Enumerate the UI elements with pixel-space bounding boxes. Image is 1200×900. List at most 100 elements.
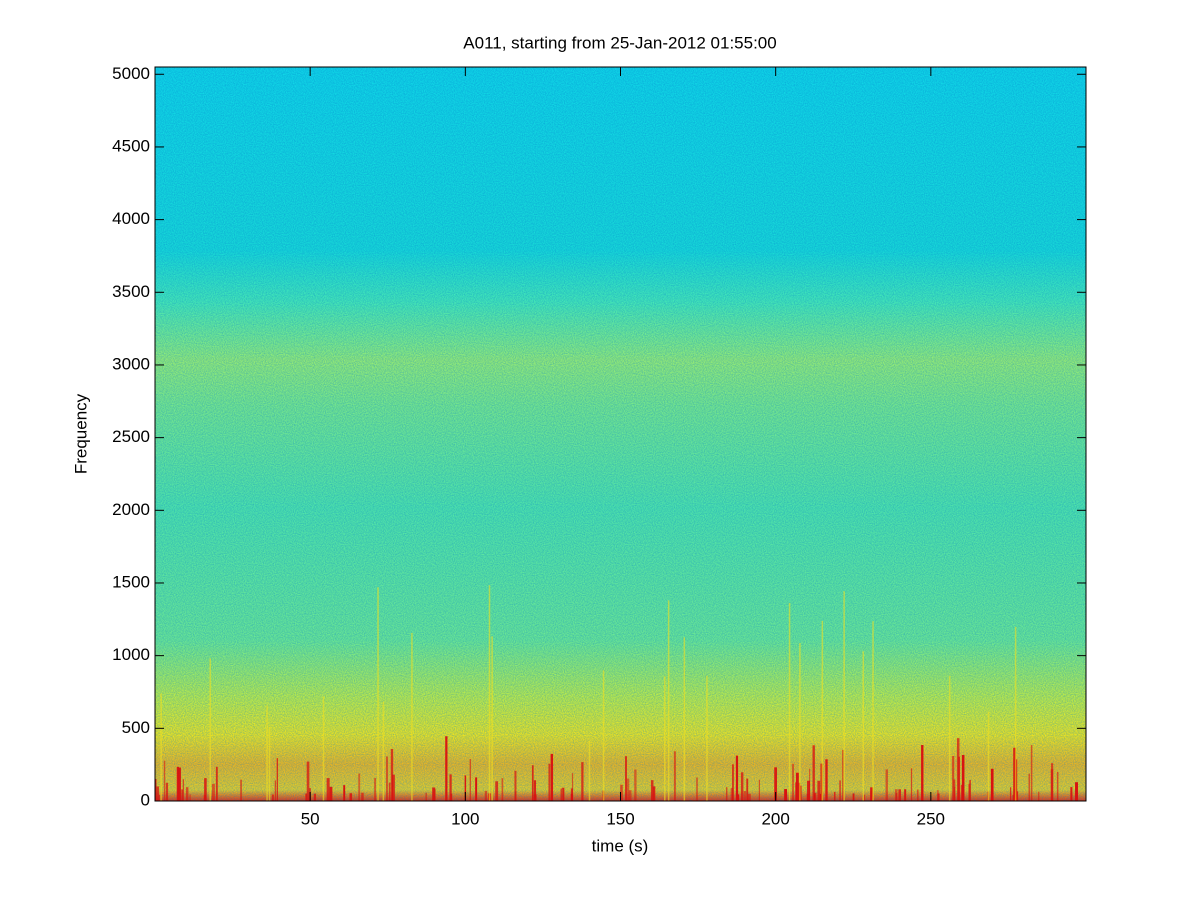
texture-burst [361, 792, 364, 801]
texture-burst [895, 792, 898, 801]
texture-burst [814, 792, 817, 801]
texture-burst [800, 785, 802, 801]
texture-burst [392, 774, 395, 801]
y-tick-label: 3000 [112, 354, 150, 373]
texture-streak [160, 693, 162, 801]
chart-title: A011, starting from 25-Jan-2012 01:55:00 [463, 33, 776, 52]
texture-streak [799, 643, 801, 801]
texture-burst [1012, 794, 1015, 801]
texture-burst [158, 794, 161, 801]
texture-burst [181, 789, 183, 801]
texture-streak [843, 591, 845, 801]
texture-burst [650, 780, 654, 801]
x-tick-label: 150 [606, 809, 634, 828]
texture-burst [560, 788, 562, 801]
texture-burst [386, 756, 388, 801]
texture-burst [450, 793, 453, 801]
texture-burst [620, 784, 623, 801]
texture-streak [683, 637, 686, 801]
texture-burst [758, 779, 760, 801]
texture-burst [176, 766, 180, 801]
texture-burst [1070, 787, 1073, 801]
y-tick-label: 2000 [112, 500, 150, 519]
texture-burst [313, 793, 317, 801]
texture-burst [743, 791, 746, 801]
texture-streak [491, 636, 493, 801]
texture-burst [747, 793, 751, 801]
texture-burst [825, 759, 828, 801]
y-tick-label: 3500 [112, 282, 150, 301]
texture-streak [488, 585, 491, 801]
texture-streak [821, 620, 824, 801]
texture-burst [870, 790, 872, 801]
texture-burst [921, 745, 924, 801]
texture-burst [1028, 773, 1030, 801]
texture-burst [725, 787, 728, 801]
texture-burst [819, 794, 822, 801]
texture-burst [388, 782, 391, 801]
spectrogram-image [155, 67, 1086, 801]
texture-burst [792, 763, 794, 801]
texture-burst [736, 794, 740, 801]
texture-burst [271, 794, 274, 801]
texture-burst [839, 780, 842, 801]
texture-burst [814, 794, 816, 801]
texture-burst [807, 780, 810, 801]
texture-burst [696, 777, 698, 801]
texture-burst [562, 787, 565, 801]
texture-burst [628, 790, 632, 801]
x-tick-label: 100 [451, 809, 479, 828]
texture-streak [948, 675, 951, 801]
texture-burst [885, 769, 888, 801]
texture-burst [156, 786, 159, 801]
y-tick-label: 4500 [112, 136, 150, 155]
texture-burst [163, 760, 166, 801]
texture-burst [1038, 791, 1040, 801]
texture-streak [788, 602, 791, 801]
texture-burst [956, 738, 960, 801]
texture-burst [274, 780, 276, 801]
texture-streak [268, 726, 271, 801]
texture-burst [449, 774, 452, 801]
texture-burst [774, 767, 777, 801]
texture-burst [445, 736, 448, 801]
texture-burst [795, 782, 797, 801]
texture-burst [990, 768, 994, 801]
texture-streak [377, 587, 379, 801]
texture-burst [833, 791, 836, 801]
texture-burst [182, 779, 185, 801]
texture-burst [155, 779, 157, 801]
texture-burst [626, 778, 630, 801]
texture-streak [987, 711, 990, 801]
texture-burst [910, 768, 913, 801]
texture-burst [349, 793, 353, 801]
texture-burst [550, 753, 554, 801]
texture-burst [165, 782, 169, 801]
texture-burst [464, 775, 467, 801]
texture-burst [501, 778, 504, 801]
texture-streak [588, 740, 591, 801]
texture-burst [937, 793, 940, 801]
texture-streak [266, 705, 268, 801]
texture-burst [634, 769, 637, 801]
texture-burst [961, 755, 965, 801]
texture-burst [820, 763, 823, 801]
texture-burst [735, 755, 739, 801]
texture-burst [570, 793, 573, 801]
texture-burst [817, 780, 821, 801]
texture-burst [1075, 782, 1078, 801]
texture-burst [211, 783, 215, 801]
texture-burst [204, 778, 207, 801]
texture-streak [209, 658, 211, 801]
y-tick-label: 2500 [112, 427, 150, 446]
texture-burst [189, 794, 191, 801]
texture-burst [326, 778, 330, 801]
texture-streak [872, 621, 874, 801]
texture-burst [625, 756, 627, 801]
texture-burst [917, 789, 919, 801]
texture-burst [958, 756, 960, 801]
texture-burst [495, 781, 499, 801]
texture-burst [1030, 745, 1033, 801]
